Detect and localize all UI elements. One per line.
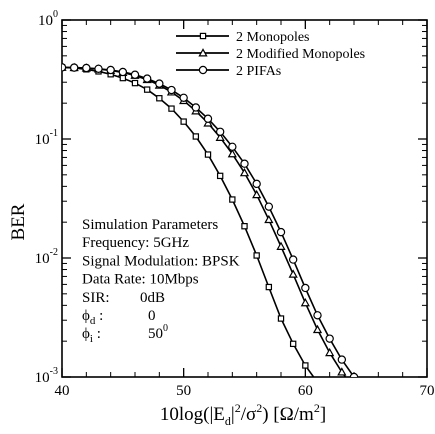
data-point-circle — [276, 227, 286, 237]
y-tick-label: 10-1 — [35, 128, 58, 148]
data-point-square — [131, 79, 139, 87]
y-axis-label: BER — [8, 203, 29, 240]
data-point-circle — [191, 103, 201, 112]
data-point-circle — [349, 372, 359, 377]
series-layer — [62, 62, 359, 377]
param-modulation: Signal Modulation: BPSK — [82, 253, 240, 269]
data-point-triangle — [337, 367, 347, 376]
data-point-triangle — [227, 149, 237, 158]
data-point-square — [156, 95, 163, 102]
param-datarate: Data Rate: 10Mbps — [82, 272, 199, 288]
axis-labels: BER 10log(|Ed|2/σ2) [Ω/m2] — [8, 203, 326, 428]
data-point-square — [168, 105, 175, 112]
data-point-triangle — [325, 347, 335, 357]
param-sir-value: 0dB — [140, 290, 165, 306]
data-point-circle — [106, 65, 115, 75]
data-point-circle — [118, 67, 128, 77]
data-point-square — [192, 133, 200, 140]
legend-label: 2 PIFAs — [236, 64, 281, 79]
data-point-circle — [215, 127, 225, 136]
y-tick-label: 10-2 — [35, 247, 58, 267]
plot-frame — [61, 19, 428, 378]
data-point-circle — [62, 63, 67, 72]
param-sir: SIR: — [82, 290, 110, 306]
x-tick-label: 70 — [420, 383, 435, 399]
data-point-square — [241, 223, 248, 230]
data-point-circle — [264, 202, 274, 211]
data-point-triangle — [252, 189, 262, 199]
data-point-triangle — [288, 269, 298, 278]
data-point-square — [265, 283, 273, 291]
data-point-circle — [325, 334, 334, 343]
data-point-square — [277, 315, 285, 322]
legend: 2 Monopoles 2 Modified Monopoles 2 PIFAs — [176, 30, 365, 79]
legend-label: 2 Monopoles — [236, 30, 310, 45]
legend-marker-square — [199, 32, 207, 40]
data-point-square — [143, 86, 151, 93]
data-point-square — [253, 252, 260, 259]
data-point-circle — [301, 283, 310, 293]
legend-marker-circle — [198, 65, 208, 75]
data-point-circle — [94, 64, 103, 73]
data-point-circle — [179, 93, 188, 102]
data-point-triangle — [264, 214, 274, 224]
data-point-circle — [252, 179, 261, 189]
data-point-circle — [203, 114, 213, 123]
y-tick-label: 10-3 — [35, 366, 58, 386]
data-point-circle — [167, 85, 176, 95]
legend-label: 2 Modified Monopoles — [236, 47, 365, 62]
data-point-circle — [155, 79, 164, 88]
param-phid-value: 0 — [148, 308, 156, 324]
data-point-square — [302, 362, 309, 369]
data-point-triangle — [300, 297, 310, 307]
param-phii: ϕi : — [82, 326, 101, 345]
x-axis-label: 10log(|Ed|2/σ2) [Ω/m2] — [160, 401, 326, 428]
data-point-circle — [130, 70, 140, 79]
data-point-square — [119, 74, 127, 82]
data-point-circle — [69, 63, 79, 72]
x-tick-label: 50 — [176, 383, 191, 399]
data-point-square — [229, 196, 236, 203]
param-title: Simulation Parameters — [82, 217, 218, 233]
simulation-parameters-box: Simulation Parameters Frequency: 5GHz Sign… — [82, 217, 240, 345]
data-point-square — [289, 340, 297, 348]
data-point-circle — [313, 311, 322, 320]
x-tick-label: 40 — [55, 383, 70, 399]
data-point-circle — [142, 74, 152, 83]
data-point-triangle — [215, 132, 225, 141]
param-phid: ϕd : — [82, 308, 103, 327]
data-point-circle — [240, 159, 249, 168]
axes: 40 50 60 70 100 10-1 10-2 10-3 — [35, 9, 435, 399]
data-point-circle — [337, 355, 347, 364]
x-tick-label: 60 — [298, 383, 313, 399]
param-frequency: Frequency: 5GHz — [82, 235, 189, 251]
y-tick-label: 100 — [38, 9, 58, 29]
data-point-triangle — [239, 167, 250, 177]
data-point-circle — [288, 255, 298, 264]
data-point-circle — [82, 63, 91, 73]
param-phii-value: 500 — [148, 323, 168, 342]
data-point-square — [216, 172, 224, 180]
legend-marker-triangle — [198, 48, 208, 57]
data-point-square — [204, 151, 212, 158]
data-point-circle — [228, 142, 237, 151]
data-point-square — [180, 118, 187, 125]
series-circle — [62, 63, 359, 377]
data-point-triangle — [312, 324, 323, 334]
data-point-triangle — [276, 241, 286, 250]
